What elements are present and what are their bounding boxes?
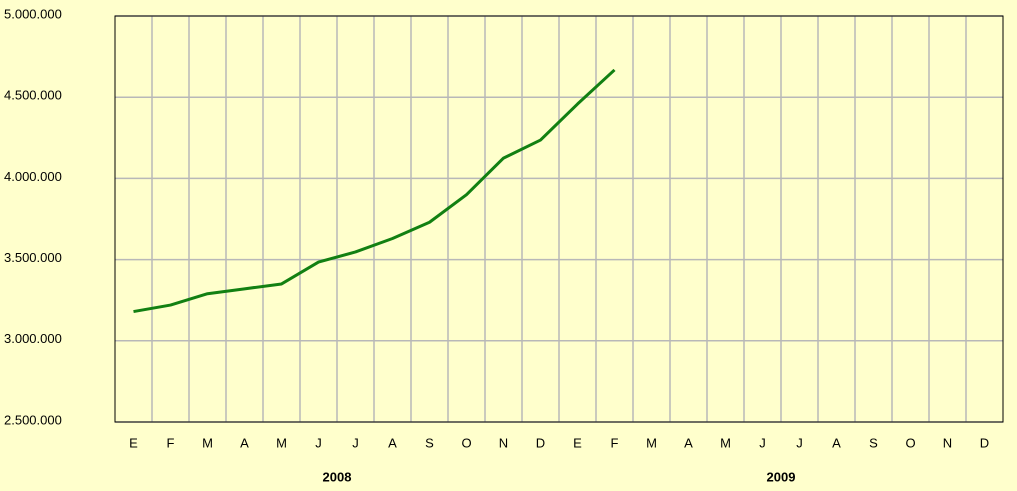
x-tick-label: J: [315, 435, 322, 450]
x-tick-label: M: [276, 435, 287, 450]
x-tick-label: A: [388, 435, 397, 450]
y-tick-label: 3.000.000: [4, 331, 62, 346]
x-tick-label: M: [646, 435, 657, 450]
y-tick-label: 4.000.000: [4, 169, 62, 184]
x-tick-label: M: [202, 435, 213, 450]
x-tick-label: N: [943, 435, 952, 450]
x-tick-label: A: [684, 435, 693, 450]
x-tick-label: S: [869, 435, 878, 450]
x-tick-label: E: [573, 435, 582, 450]
x-tick-label: J: [352, 435, 359, 450]
x-tick-label: O: [461, 435, 471, 450]
line-series: [133, 68, 616, 314]
y-tick-label: 5.000.000: [4, 6, 62, 21]
year-label: 2009: [767, 469, 796, 484]
x-tick-label: M: [720, 435, 731, 450]
x-tick-label: E: [129, 435, 138, 450]
x-tick-label: F: [167, 435, 175, 450]
x-tick-label: J: [796, 435, 803, 450]
y-tick-label: 2.500.000: [4, 412, 62, 427]
x-tick-label: D: [536, 435, 545, 450]
x-tick-label: O: [905, 435, 915, 450]
x-tick-label: A: [240, 435, 249, 450]
x-tick-label: D: [980, 435, 989, 450]
x-tick-label: A: [832, 435, 841, 450]
year-label: 2008: [323, 469, 352, 484]
x-tick-label: F: [611, 435, 619, 450]
y-tick-label: 4.500.000: [4, 88, 62, 103]
x-tick-label: S: [425, 435, 434, 450]
plot-border: [114, 15, 1004, 423]
x-tick-label: J: [759, 435, 766, 450]
x-tick-label: N: [499, 435, 508, 450]
y-tick-label: 3.500.000: [4, 250, 62, 265]
